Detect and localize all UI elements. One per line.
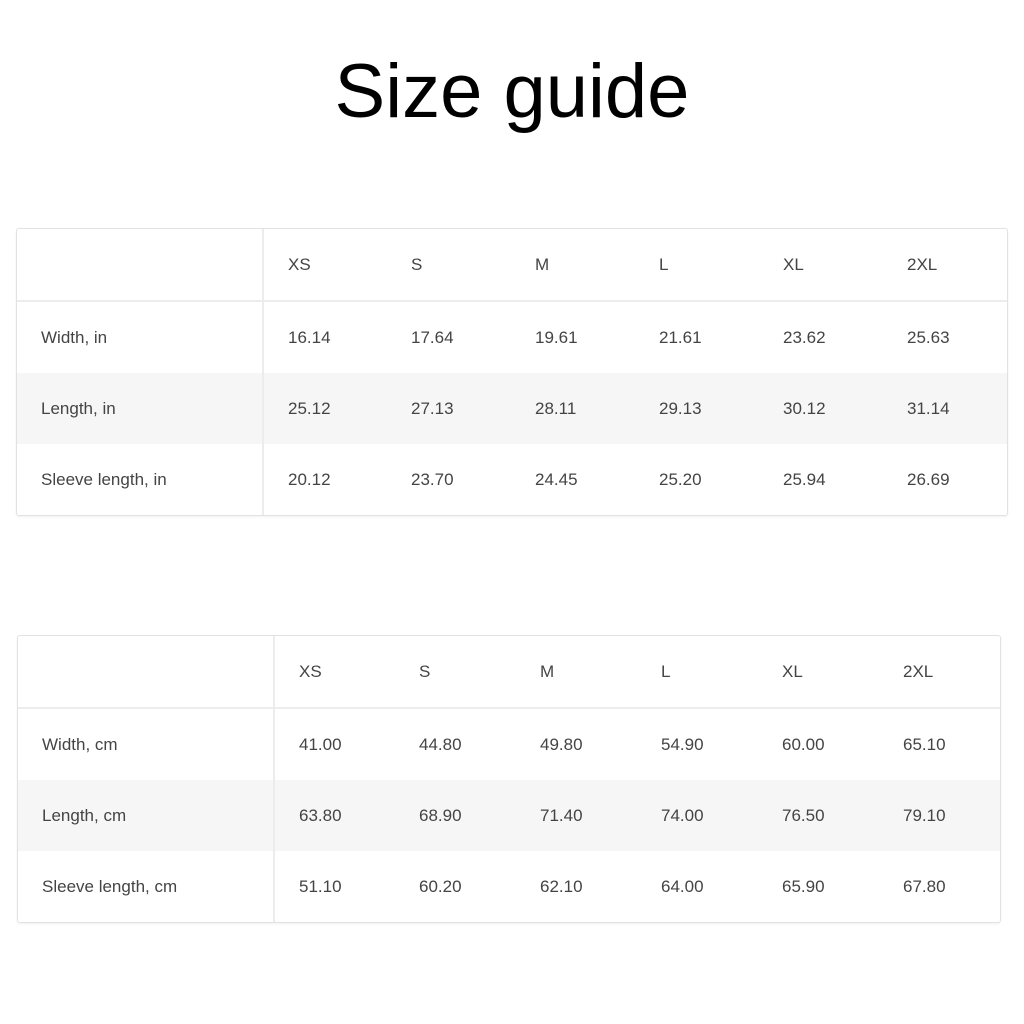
- size-header-cell: S: [387, 229, 511, 302]
- measurement-cell: 63.80: [274, 780, 395, 851]
- measurement-cell: 16.14: [288, 327, 331, 347]
- table-row: Sleeve length, in 20.12 23.70 24.45 25.20 25.…: [17, 444, 1007, 515]
- row-label-cell: Sleeve length, cm: [18, 851, 275, 922]
- page-title: Size guide: [334, 49, 690, 134]
- table-row: Width, in 16.14 17.64 19.61 21.61 23.62 25.63: [17, 301, 1007, 373]
- table-header-row: XS S M L XL 2XL: [17, 229, 1007, 302]
- measurement-cell: 25.63: [907, 327, 950, 347]
- measurement-cell: 62.10: [540, 876, 583, 896]
- measurement-cell: 64.00: [661, 876, 704, 896]
- size-header-cell: M: [516, 636, 637, 709]
- measurement-cell: 25.94: [783, 469, 826, 489]
- measurement-cell: 25.12: [263, 373, 387, 444]
- measurement-cell: 20.12: [288, 469, 331, 489]
- measurement-cell: 19.61: [535, 327, 578, 347]
- measurement-cell: 26.69: [907, 469, 950, 489]
- measurement-cell: 23.62: [783, 327, 826, 347]
- table-row: Sleeve length, cm 51.10 60.20 62.10 64.00 65.…: [18, 851, 1000, 922]
- measurement-cell: 41.00: [299, 734, 342, 754]
- measurement-cell: 54.90: [661, 734, 704, 754]
- row-label-cell: Length, in: [17, 373, 264, 444]
- measurement-cell: 79.10: [879, 780, 1000, 851]
- measurement-cell: 51.10: [299, 876, 342, 896]
- measurement-cell: 17.64: [411, 327, 454, 347]
- measurement-cell: 65.90: [782, 876, 825, 896]
- header-corner-cell: [18, 636, 275, 709]
- size-header-cell: L: [637, 636, 758, 709]
- measurement-cell: 31.14: [883, 373, 1007, 444]
- measurement-cell: 24.45: [535, 469, 578, 489]
- measurement-cell: 25.20: [659, 469, 702, 489]
- measurement-cell: 30.12: [759, 373, 883, 444]
- measurement-cell: 76.50: [758, 780, 879, 851]
- measurement-cell: 21.61: [659, 327, 702, 347]
- measurement-cell: 68.90: [395, 780, 516, 851]
- measurement-cell: 29.13: [635, 373, 759, 444]
- size-header-cell: XS: [274, 636, 395, 709]
- size-header-cell: 2XL: [883, 229, 1007, 302]
- size-header-cell: S: [395, 636, 516, 709]
- size-header-cell: XL: [759, 229, 883, 302]
- row-label-cell: Length, cm: [18, 780, 275, 851]
- size-header-cell: M: [511, 229, 635, 302]
- measurement-cell: 60.20: [419, 876, 462, 896]
- measurement-cell: 27.13: [387, 373, 511, 444]
- measurement-cell: 44.80: [419, 734, 462, 754]
- table-row: Length, in 25.12 27.13 28.11 29.13 30.12 31.14: [17, 373, 1007, 444]
- table-header-row: XS S M L XL 2XL: [18, 636, 1000, 709]
- measurement-cell: 60.00: [782, 734, 825, 754]
- size-header-cell: L: [635, 229, 759, 302]
- size-table-cm: XS S M L XL 2XL Width, cm 41.00 44.80 49.80 54.90 6…: [17, 635, 1001, 923]
- table-row: Length, cm 63.80 68.90 71.40 74.00 76.50 79.10: [18, 780, 1000, 851]
- table-row: Width, cm 41.00 44.80 49.80 54.90 60.00 65.10: [18, 708, 1000, 780]
- size-header-cell: XL: [758, 636, 879, 709]
- size-header-cell: 2XL: [879, 636, 1000, 709]
- header-corner-cell: [17, 229, 264, 302]
- size-table-inches: XS S M L XL 2XL Width, in 16.14 17.64 19.61 21.61 2…: [16, 228, 1008, 516]
- measurement-cell: 74.00: [637, 780, 758, 851]
- row-label-cell: Width, in: [17, 301, 264, 373]
- measurement-cell: 49.80: [540, 734, 583, 754]
- size-header-cell: XS: [263, 229, 387, 302]
- measurement-cell: 71.40: [516, 780, 637, 851]
- measurement-cell: 67.80: [903, 876, 946, 896]
- row-label-cell: Sleeve length, in: [17, 444, 264, 515]
- row-label-cell: Width, cm: [18, 708, 275, 780]
- measurement-cell: 28.11: [511, 373, 635, 444]
- measurement-cell: 23.70: [411, 469, 454, 489]
- measurement-cell: 65.10: [903, 734, 946, 754]
